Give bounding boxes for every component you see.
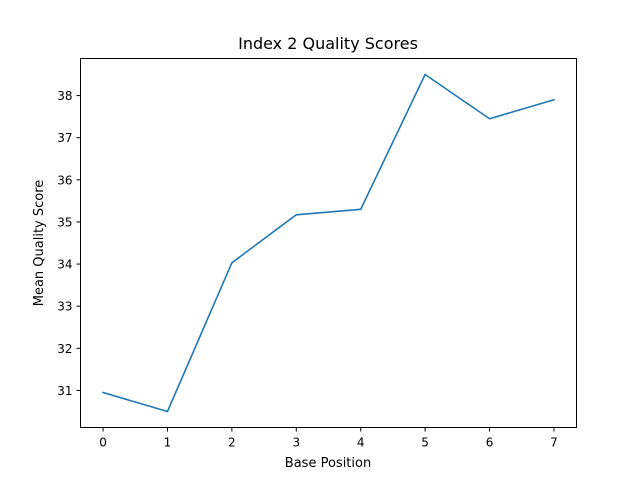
- data-point: [102, 391, 104, 394]
- y-tick-label: 37: [57, 131, 72, 145]
- x-tick-label: 2: [228, 436, 236, 450]
- y-tick-label: 34: [57, 258, 72, 272]
- y-axis-label: Mean Quality Score: [32, 180, 47, 307]
- data-point: [231, 261, 233, 264]
- y-tick-label: 36: [57, 173, 72, 187]
- data-point: [359, 208, 362, 211]
- y-tick-label: 35: [57, 215, 72, 229]
- data-point: [424, 73, 426, 76]
- y-axis: 31 32 33 34 35 36 37 38: [57, 89, 81, 398]
- chart-title: Index 2 Quality Scores: [238, 34, 418, 53]
- data-point: [166, 410, 169, 413]
- x-tick-label: 3: [292, 436, 300, 450]
- x-tick-label: 5: [421, 436, 429, 450]
- x-tick-label: 1: [164, 436, 172, 450]
- series-line: [102, 73, 555, 413]
- data-point: [488, 117, 491, 120]
- y-tick-label: 33: [57, 300, 72, 314]
- x-tick-label: 4: [357, 436, 365, 450]
- x-axis-label: Base Position: [285, 456, 371, 471]
- x-tick-label: 0: [99, 436, 107, 450]
- x-tick-label: 6: [486, 436, 494, 450]
- y-tick-label: 32: [57, 342, 72, 356]
- x-tick-label: 7: [550, 436, 558, 450]
- y-tick-label: 31: [57, 384, 72, 398]
- plot-frame: [80, 58, 577, 428]
- y-tick-label: 38: [57, 89, 72, 103]
- data-point: [295, 213, 298, 216]
- x-axis: 0 1 2 3 4 5 6 7: [99, 427, 558, 450]
- data-points: [102, 73, 555, 413]
- data-point: [553, 98, 555, 101]
